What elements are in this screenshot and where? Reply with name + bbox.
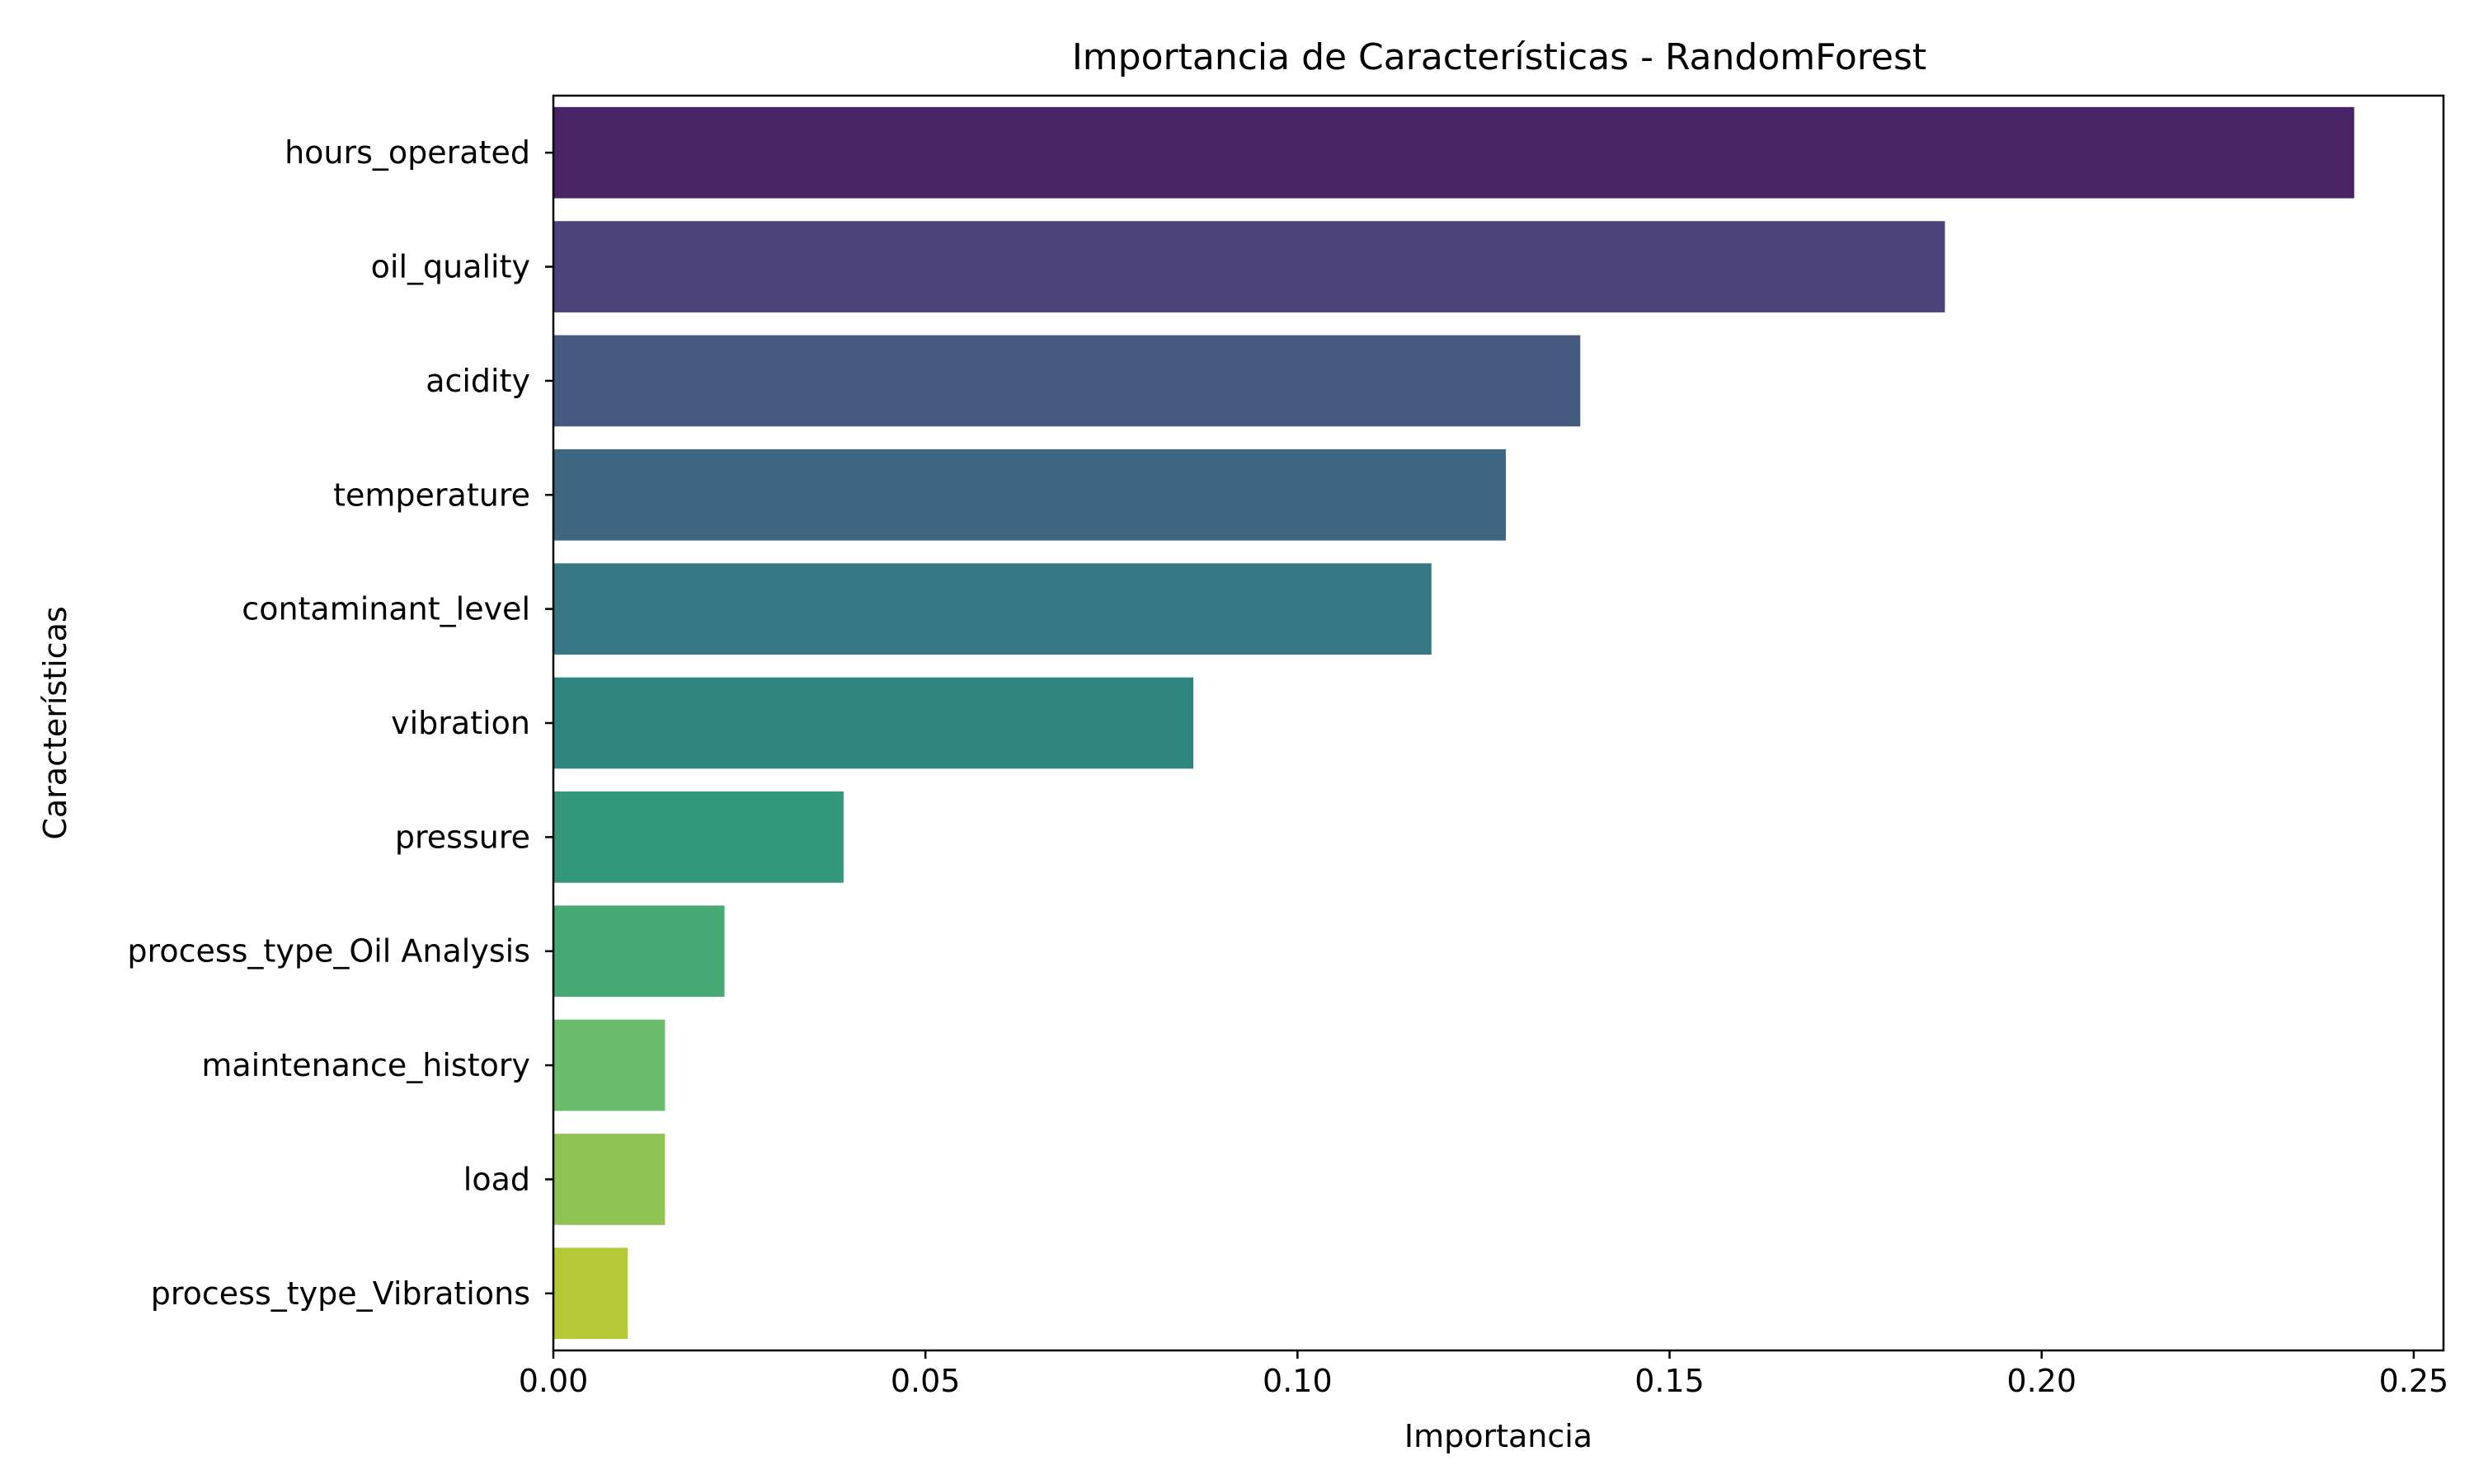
x-tick-label: 0.20 (2006, 1363, 2077, 1399)
plot-frame (552, 94, 2445, 1352)
bar (553, 221, 1945, 312)
bars-group (553, 106, 2354, 1340)
y-tick-label: oil_quality (371, 249, 530, 285)
bar (553, 448, 1507, 541)
bar (553, 106, 2354, 199)
x-axis-ticks: 0.00 0.05 0.10 0.15 0.20 0.25 (519, 1350, 2449, 1399)
bar (553, 1019, 666, 1111)
x-axis-label: Importancia (1404, 1418, 1592, 1454)
bar (553, 335, 1581, 427)
y-tick-label: load (463, 1161, 530, 1197)
x-tick-label: 0.25 (2379, 1363, 2449, 1399)
y-tick-label: hours_operated (285, 134, 530, 171)
bar (553, 791, 844, 883)
x-tick-label: 0.10 (1263, 1363, 1333, 1399)
y-tick-label: process_type_Oil Analysis (127, 933, 530, 970)
bar (553, 563, 1432, 655)
y-tick-label: pressure (395, 819, 530, 855)
y-axis-label: Características (37, 606, 73, 839)
y-tick-label: acidity (426, 363, 530, 399)
x-tick-label: 0.00 (519, 1363, 589, 1399)
bar (553, 905, 725, 998)
chart-title: Importancia de Características - RandomF… (1072, 36, 1926, 78)
y-tick-label: vibration (391, 705, 530, 741)
x-tick-label: 0.05 (891, 1363, 961, 1399)
bar (553, 1247, 628, 1340)
x-tick-label: 0.15 (1634, 1363, 1705, 1399)
y-tick-label: contaminant_level (242, 591, 530, 627)
bar (553, 677, 1194, 769)
y-tick-label: temperature (333, 477, 530, 513)
y-tick-label: maintenance_history (201, 1047, 530, 1083)
y-tick-label: process_type_Vibrations (151, 1275, 530, 1312)
bar (553, 1134, 666, 1225)
